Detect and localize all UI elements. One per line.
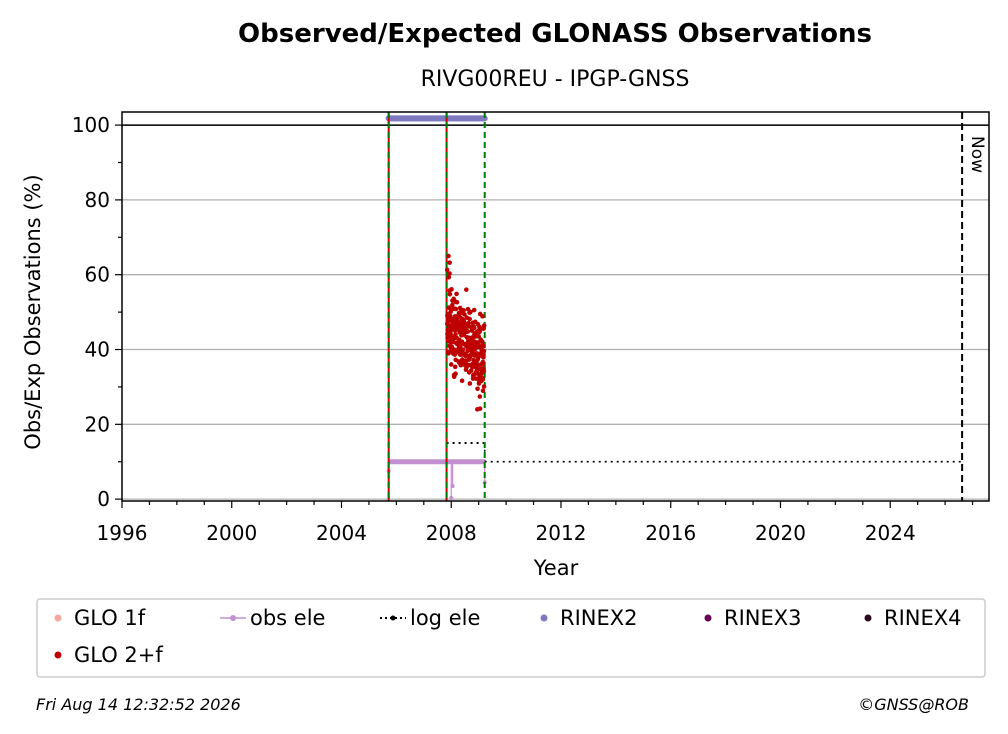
glo2f-point: [461, 308, 466, 313]
legend-marker: [390, 615, 396, 621]
glo2f-point: [467, 316, 472, 322]
glo2f-point: [467, 381, 473, 386]
y-tick-label: 60: [85, 263, 110, 287]
legend-label: GLO 2+f: [74, 643, 163, 667]
y-tick-label: 100: [72, 113, 110, 137]
y-tick-label: 0: [97, 487, 110, 511]
glo2f-point: [480, 388, 486, 394]
glo2f-point: [475, 386, 480, 392]
x-tick-label: 2008: [426, 521, 477, 545]
legend: GLO 1f obs ele log ele RINEX2 RINEX3 RINEX4 GL…: [54, 606, 962, 667]
glo2f-point: [454, 291, 459, 297]
glo2f-point: [481, 368, 487, 374]
x-tick-label: 2012: [536, 521, 587, 545]
obs-ele-point: [450, 484, 455, 489]
glo2f-point: [446, 274, 452, 280]
legend-marker: [230, 615, 236, 621]
glo2f-point: [477, 394, 483, 399]
glo2f-point: [453, 306, 459, 312]
glo2f-point: [477, 406, 483, 411]
x-tick-label: 2016: [645, 521, 696, 545]
legend-label: obs ele: [250, 606, 325, 630]
glo2f-point: [453, 371, 458, 377]
chart-title: Observed/Expected GLONASS Observations: [238, 19, 872, 49]
glo2f-point: [480, 359, 486, 365]
legend-box: [36, 598, 986, 678]
legend-marker: [540, 614, 548, 622]
footer-credit: ©GNSS@ROB: [858, 695, 969, 714]
glo2f-point: [449, 287, 454, 292]
x-tick-label: 2004: [316, 521, 367, 545]
glo2f-point: [480, 339, 485, 345]
plot-area: Now 1996 2000 2004 2008 2012 2016 2020 2024 0 20 40…: [72, 111, 990, 545]
glo2f-point: [459, 378, 465, 384]
glo2f-point: [464, 287, 469, 292]
glo2f-point: [471, 325, 477, 331]
glo2f-point: [481, 343, 486, 349]
glo2f-point: [461, 319, 467, 324]
glo2f-point: [452, 364, 458, 370]
glo2f-point: [444, 267, 450, 273]
glo2f-point: [450, 302, 455, 308]
glo2f-point: [470, 364, 475, 370]
glo2f-point: [471, 307, 477, 313]
glo2f-point: [480, 314, 485, 319]
glo2f-point: [447, 260, 452, 265]
glo2f-point: [468, 309, 473, 315]
glo2f-point: [454, 299, 460, 305]
glo2f-point: [481, 323, 487, 328]
glo2f-point: [448, 362, 454, 367]
x-tick-label: 2024: [865, 521, 916, 545]
plot-frame: [121, 111, 990, 502]
glo2f-point: [466, 320, 471, 326]
legend-label: RINEX4: [884, 606, 962, 630]
glo2f-point: [447, 292, 453, 297]
glo2f-point: [458, 343, 463, 348]
glo2f-point: [480, 377, 486, 382]
glo2f-point: [446, 253, 451, 259]
legend-label: RINEX2: [560, 606, 638, 630]
obs-ele-point: [449, 496, 454, 501]
x-axis-label: Year: [533, 556, 579, 580]
now-label: Now: [967, 136, 987, 173]
glo2f-point: [462, 312, 467, 317]
legend-label: GLO 1f: [74, 606, 146, 630]
y-tick-label: 40: [85, 338, 110, 362]
footer-timestamp: Fri Aug 14 12:32:52 2026: [36, 695, 241, 714]
glo2f-point: [447, 271, 452, 276]
legend-label: log ele: [410, 606, 480, 630]
legend-label: RINEX3: [724, 606, 802, 630]
legend-marker: [864, 614, 872, 622]
glo2f-point: [481, 355, 486, 360]
glo2f-point: [481, 348, 487, 354]
glo2f-point: [473, 376, 479, 381]
glo2f-point: [481, 384, 487, 389]
x-tick-label: 2000: [206, 521, 257, 545]
legend-marker: [54, 614, 62, 622]
glo2f-point: [465, 329, 471, 334]
y-tick-label: 80: [85, 188, 110, 212]
glo2f-point: [460, 347, 466, 352]
legend-marker: [54, 651, 62, 659]
x-tick-label: 1996: [97, 521, 148, 545]
y-tick-label: 20: [85, 412, 110, 436]
y-axis-label: Obs/Exp Observations (%): [21, 174, 45, 449]
legend-marker: [704, 614, 712, 622]
x-tick-label: 2020: [755, 521, 806, 545]
chart-subtitle: RIVG00REU - IPGP-GNSS: [421, 67, 690, 92]
